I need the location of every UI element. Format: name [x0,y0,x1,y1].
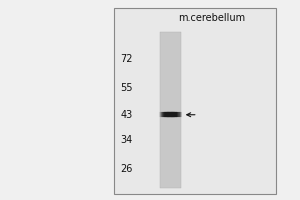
Text: m.cerebellum: m.cerebellum [178,13,245,23]
Text: 26: 26 [121,164,133,174]
Text: 72: 72 [121,54,133,64]
FancyBboxPatch shape [114,8,276,194]
Text: 55: 55 [121,83,133,93]
FancyBboxPatch shape [160,32,181,188]
Text: 43: 43 [121,110,133,120]
Text: 34: 34 [121,135,133,145]
